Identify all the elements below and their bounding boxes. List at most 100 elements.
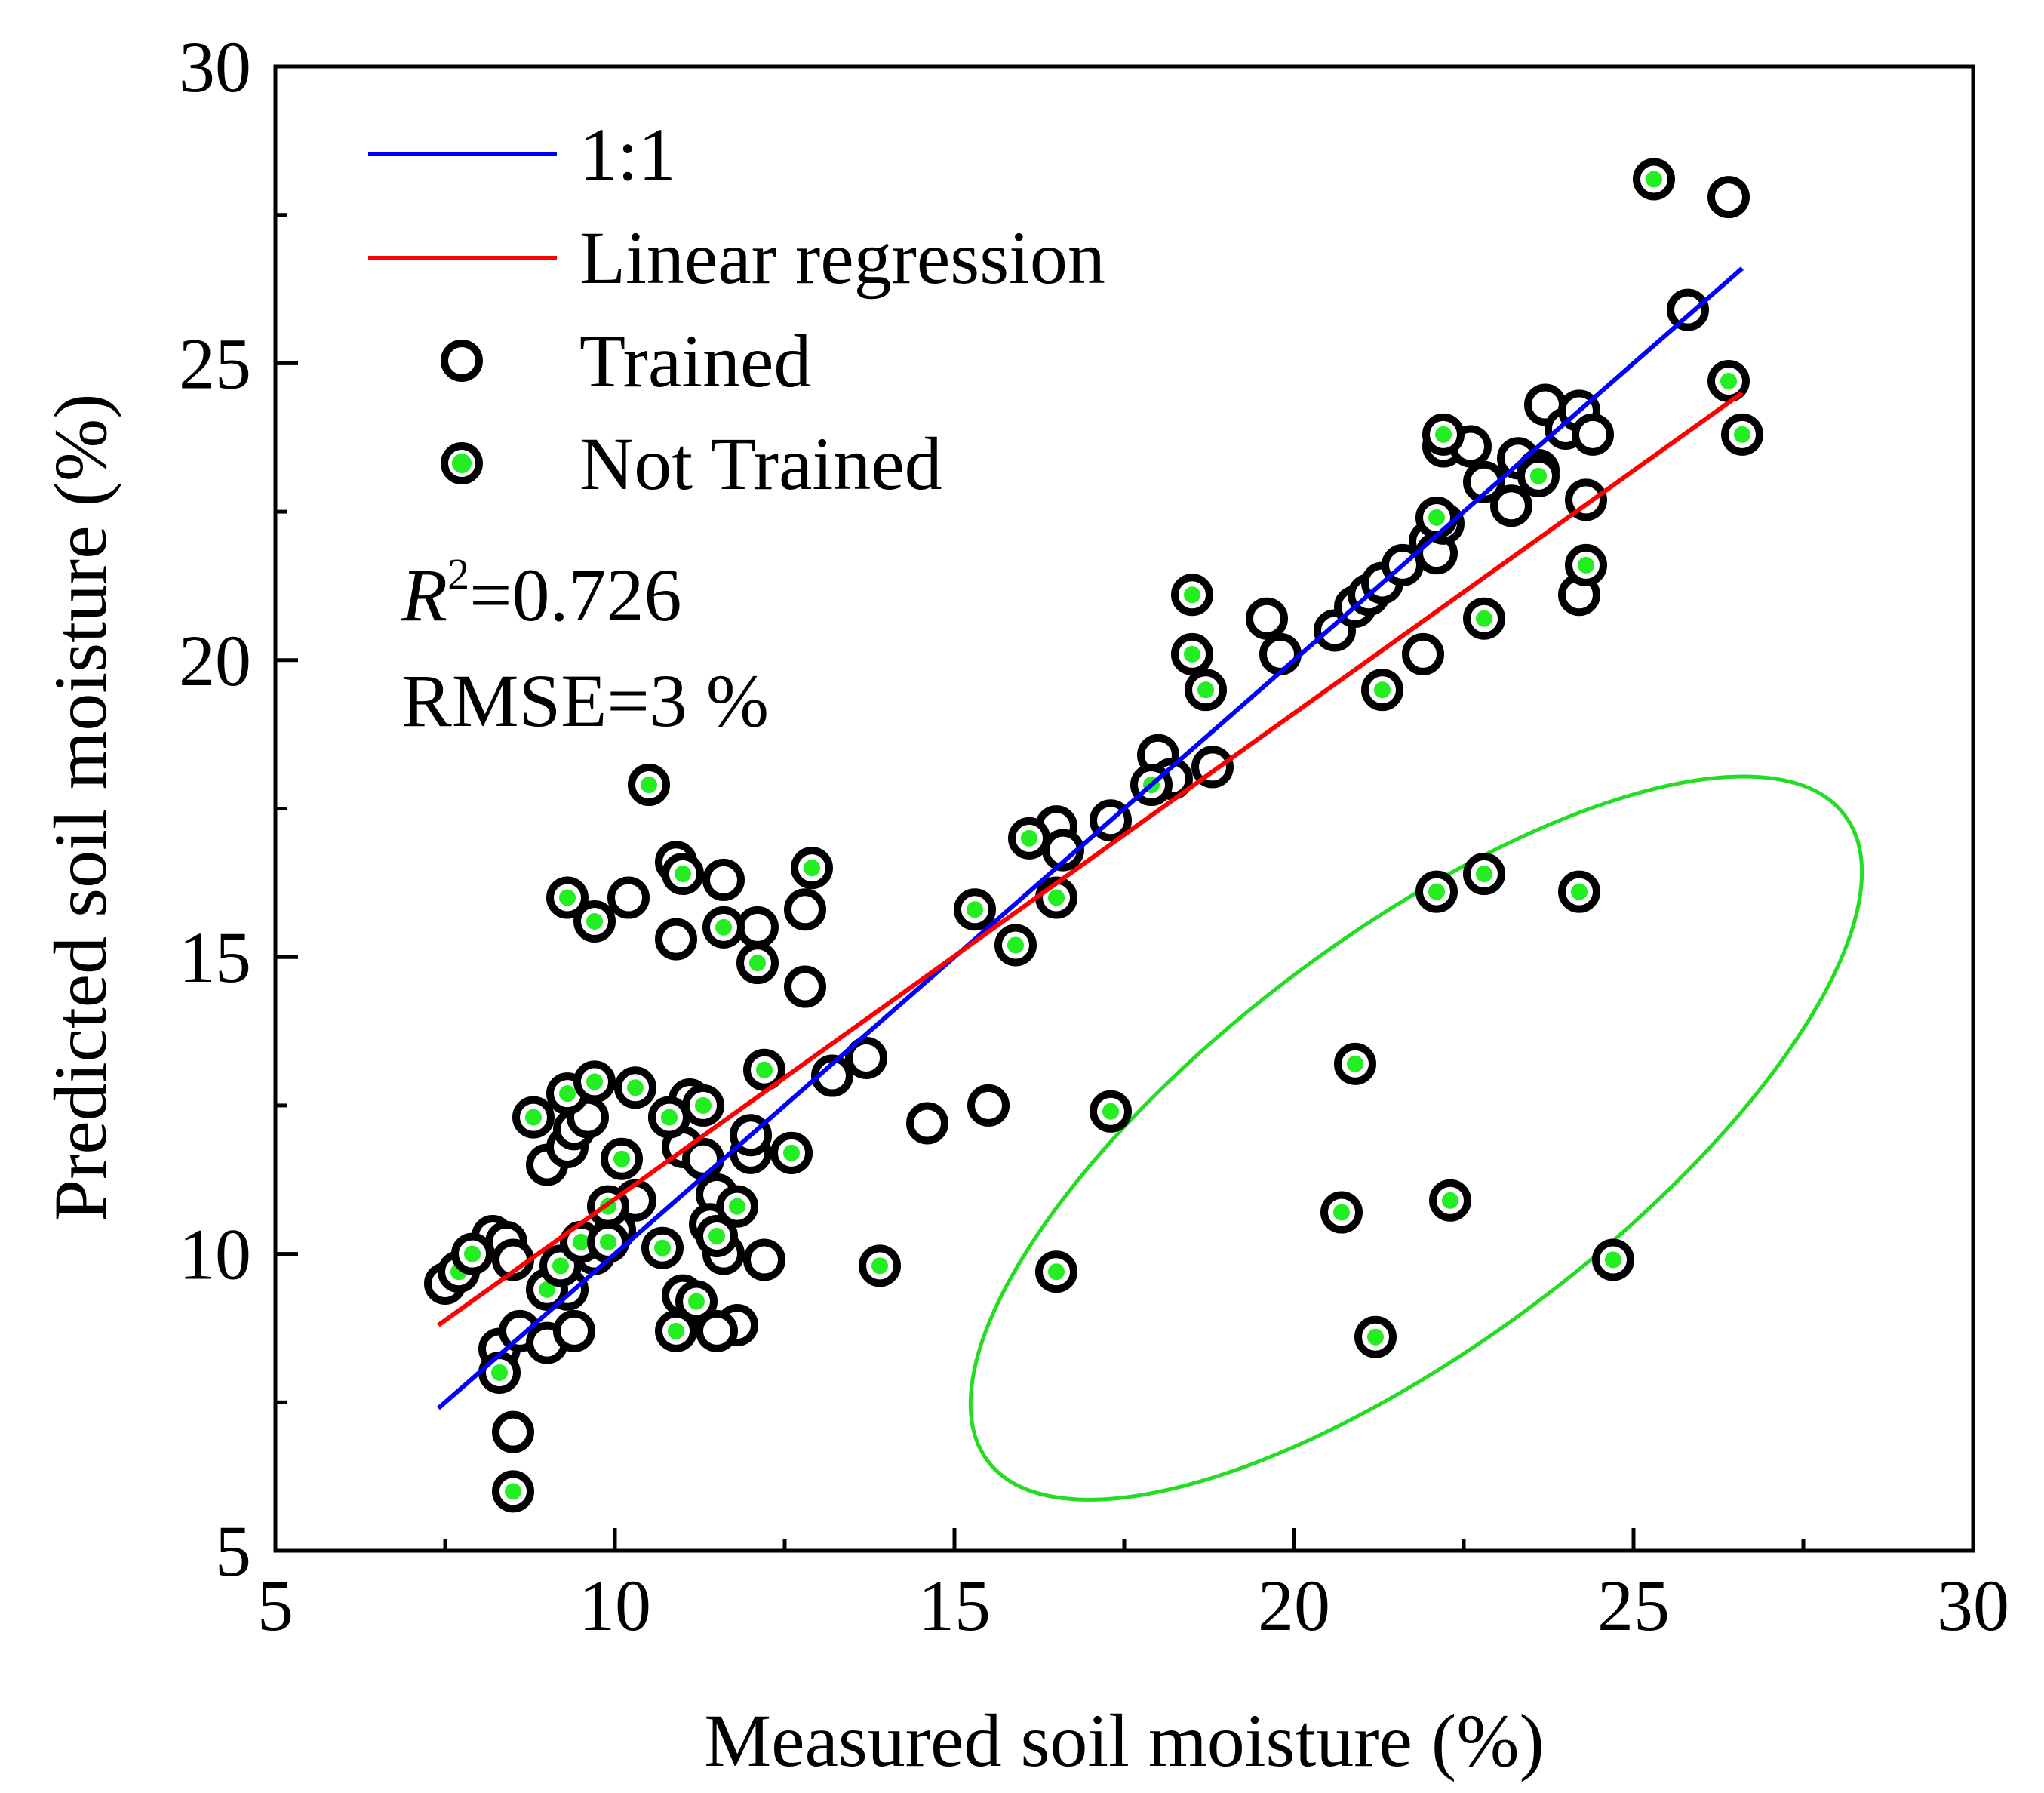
not-trained-point-dot	[1048, 1263, 1065, 1281]
not-trained-point-dot	[661, 1109, 678, 1126]
trained-point	[1246, 597, 1288, 640]
y-tick-label: 10	[179, 1214, 251, 1295]
not-trained-point	[736, 942, 779, 985]
not-trained-point	[641, 1226, 684, 1269]
not-trained-point-dot	[525, 1109, 542, 1126]
legend-trained-label: Trained	[579, 319, 811, 403]
not-trained-point-dot	[586, 912, 603, 930]
not-trained-series	[438, 158, 1763, 1513]
trained-point	[553, 1309, 595, 1352]
trained-point	[906, 1102, 948, 1145]
x-tick-label: 5	[257, 1565, 294, 1646]
not-trained-point	[954, 888, 996, 931]
not-trained-point	[1415, 870, 1458, 913]
x-axis-ticks	[273, 1528, 1975, 1551]
x-axis-title: Measured soil moisture (%)	[704, 1699, 1545, 1782]
not-trained-point-dot	[1646, 171, 1662, 188]
not-trained-point	[628, 764, 670, 807]
not-trained-point-dot	[505, 1483, 521, 1500]
not-trained-point	[1558, 870, 1600, 913]
not-trained-point-dot	[600, 1233, 616, 1250]
not-trained-point	[1361, 669, 1403, 712]
y-tick-label: 25	[179, 323, 251, 404]
r-squared-exponent: 2	[447, 549, 469, 598]
not-trained-point	[859, 1244, 901, 1287]
x-tick-label: 25	[1597, 1565, 1670, 1646]
not-trained-point	[1008, 817, 1050, 860]
stats-annotation: R2=0.726 RMSE=3 %	[401, 549, 769, 743]
not-trained-point-dot	[715, 918, 732, 936]
trained-point	[784, 965, 826, 1008]
rmse-label: RMSE=3 %	[401, 659, 769, 743]
not-trained-point-dot	[708, 1227, 725, 1244]
x-axis-tick-labels: 5 10 15 20 25 30	[257, 1565, 2009, 1646]
not-trained-point	[1090, 1090, 1132, 1133]
not-trained-point-dot	[1442, 1192, 1458, 1209]
not-trained-point-dot	[539, 1281, 555, 1298]
not-trained-point	[702, 906, 745, 949]
not-trained-point	[696, 1214, 738, 1257]
not-trained-point	[587, 1220, 629, 1263]
y-tick-label: 20	[179, 620, 251, 701]
not-trained-point-dot	[613, 1150, 630, 1167]
not-trained-point	[1334, 1042, 1376, 1085]
not-trained-point-dot	[783, 1144, 800, 1161]
not-trained-point-dot	[1428, 509, 1445, 526]
not-trained-point-dot	[1435, 426, 1452, 443]
not-trained-point-dot	[491, 1364, 508, 1381]
not-trained-point	[1422, 413, 1465, 456]
not-trained-point	[546, 876, 589, 919]
y-tick-label: 30	[179, 26, 251, 107]
regression-line	[437, 391, 1744, 1327]
trained-point	[1667, 288, 1709, 331]
not-trained-point-dot	[1476, 610, 1492, 627]
not-trained-point-dot	[641, 777, 657, 794]
y-axis-title: Predicted soil moisture (%)	[38, 394, 122, 1222]
x-tick-label: 15	[918, 1565, 991, 1646]
not-trained-point-dot	[654, 1239, 671, 1256]
not-trained-point-dot	[1184, 645, 1200, 663]
not-trained-point-dot	[871, 1257, 888, 1275]
not-trained-point-dot	[1367, 1328, 1384, 1346]
trained-point	[1463, 460, 1505, 503]
r-squared-label: R2=0.726	[401, 549, 682, 637]
not-trained-point	[492, 1470, 534, 1513]
not-trained-point-dot	[573, 1233, 589, 1250]
not-trained-point	[716, 1185, 758, 1228]
not-trained-point-dot	[729, 1198, 745, 1215]
trained-point	[1259, 632, 1302, 675]
not-trained-point-dot	[804, 860, 820, 877]
not-trained-point	[1565, 543, 1607, 586]
not-trained-point	[682, 1084, 724, 1127]
not-trained-point-dot	[1021, 829, 1037, 847]
not-trained-point	[1592, 1238, 1634, 1281]
not-trained-point-dot	[1102, 1103, 1119, 1120]
not-trained-point-dot	[1374, 681, 1391, 699]
not-trained-point-dot	[967, 901, 983, 918]
x-tick-label: 20	[1258, 1565, 1330, 1646]
not-trained-point-dot	[1048, 889, 1065, 906]
not-trained-point-dot	[749, 955, 766, 972]
trained-point	[1402, 632, 1444, 675]
not-trained-point	[994, 924, 1037, 967]
legend: 1:1 Linear regression Trained Not Traine…	[368, 112, 1105, 506]
not-trained-point-dot	[1605, 1251, 1621, 1269]
not-trained-point	[675, 1280, 718, 1323]
y-axis-ticks	[275, 64, 298, 1553]
trained-point	[845, 1036, 887, 1079]
not-trained-point	[1633, 158, 1675, 201]
y-axis-tick-labels: 5 10 15 20 25 30	[179, 26, 251, 1592]
not-trained-point	[1517, 454, 1560, 497]
not-trained-point	[1171, 574, 1213, 617]
one-to-one-line	[437, 266, 1744, 1410]
trained-point	[655, 918, 697, 961]
not-trained-point	[655, 1309, 697, 1352]
highlight-ellipse-layer	[968, 774, 1864, 1502]
not-trained-point-dot	[1530, 467, 1547, 484]
not-trained-point	[478, 1351, 521, 1394]
trained-point	[1572, 413, 1614, 456]
not-trained-point-dot	[464, 1245, 481, 1262]
legend-one-to-one-label: 1:1	[579, 112, 676, 196]
not-trained-point	[1354, 1315, 1397, 1358]
